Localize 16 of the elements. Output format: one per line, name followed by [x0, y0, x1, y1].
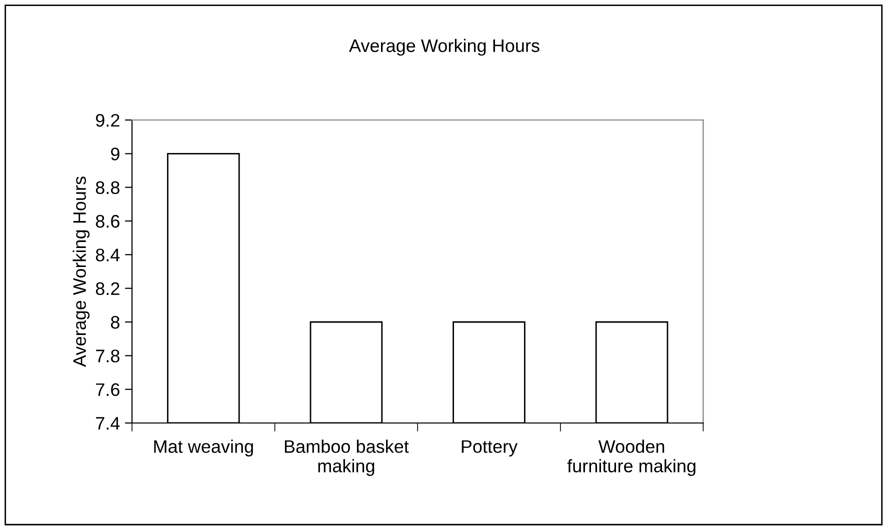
y-tick-label: 8 [110, 316, 120, 329]
chart-title: Average Working Hours [349, 38, 540, 56]
y-tick-label: 8.6 [96, 214, 120, 228]
y-axis-title: Average Working Hours [72, 176, 90, 367]
y-tick-label: 8.2 [96, 282, 120, 296]
y-tick-label: 9 [111, 148, 120, 160]
y-tick-label: 7.4 [96, 417, 120, 430]
x-tick-label: Pottery [462, 440, 518, 456]
y-tick-label: 8.8 [96, 181, 120, 194]
y-tick-label: 8.4 [96, 248, 120, 262]
y-tick-label: 7.8 [96, 350, 120, 362]
x-tick-label: Bamboo basket making [284, 440, 409, 476]
y-tick-label: 7.6 [96, 383, 120, 396]
x-tick-label: Wooden furniture making [567, 440, 696, 476]
x-tick-label: Mat weaving [154, 440, 253, 456]
y-tick-label: 9.2 [96, 114, 120, 127]
